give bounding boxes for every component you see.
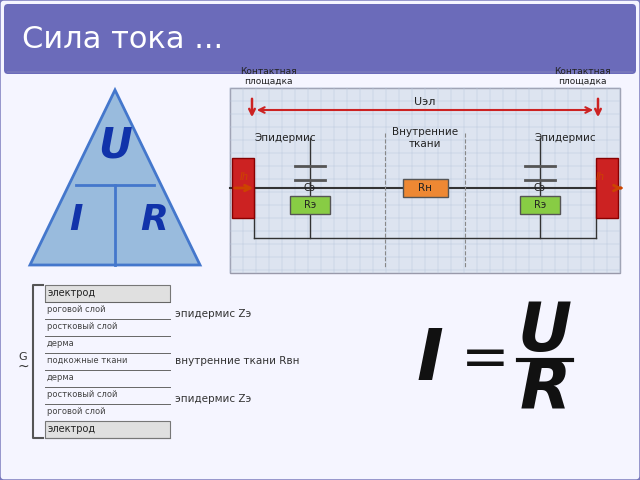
Text: Контактная
площадка: Контактная площадка — [240, 67, 296, 86]
Text: Rн: Rн — [418, 183, 432, 193]
Text: ростковый слой: ростковый слой — [47, 390, 117, 399]
Text: роговой слой: роговой слой — [47, 407, 106, 416]
Text: внутренние ткани Rвн: внутренние ткани Rвн — [175, 357, 300, 367]
Text: эпидермис Zэ: эпидермис Zэ — [175, 394, 252, 404]
Polygon shape — [30, 90, 200, 265]
Text: R: R — [520, 357, 571, 423]
Text: ростковый слой: ростковый слой — [47, 322, 117, 331]
Text: Ih: Ih — [239, 172, 248, 182]
Bar — [45, 421, 170, 438]
Text: подкожные ткани: подкожные ткани — [47, 356, 127, 365]
Bar — [596, 158, 618, 218]
Bar — [290, 196, 330, 214]
Text: U: U — [518, 299, 572, 365]
Text: Контактная
площадка: Контактная площадка — [554, 67, 611, 86]
Text: Внутренние
ткани: Внутренние ткани — [392, 127, 458, 149]
Text: электрод: электрод — [47, 288, 95, 299]
Text: =: = — [461, 332, 509, 388]
Bar — [45, 285, 170, 302]
Text: ~: ~ — [17, 360, 29, 373]
Text: дерма: дерма — [47, 373, 75, 382]
Text: Rэ: Rэ — [304, 200, 316, 210]
Text: I: I — [417, 325, 444, 395]
Text: Эпидермис: Эпидермис — [534, 133, 596, 143]
Text: R: R — [140, 203, 168, 237]
Text: Ih: Ih — [595, 172, 605, 182]
Text: Cэ: Cэ — [534, 183, 546, 193]
Text: Эпидермис: Эпидермис — [254, 133, 316, 143]
Text: U: U — [98, 125, 132, 167]
Text: роговой слой: роговой слой — [47, 305, 106, 314]
Text: G: G — [19, 351, 28, 361]
Bar — [232, 158, 254, 218]
Text: Rэ: Rэ — [534, 200, 546, 210]
Bar — [230, 88, 620, 273]
FancyBboxPatch shape — [4, 4, 636, 74]
Text: дерма: дерма — [47, 339, 75, 348]
Text: эпидермис Zэ: эпидермис Zэ — [175, 309, 252, 319]
Text: Сила тока ...: Сила тока ... — [22, 24, 223, 53]
Text: Cэ: Cэ — [304, 183, 316, 193]
Text: электрод: электрод — [47, 424, 95, 434]
Bar — [520, 196, 560, 214]
Text: I: I — [69, 203, 83, 237]
Text: Uэл: Uэл — [414, 97, 436, 107]
Bar — [403, 179, 447, 197]
